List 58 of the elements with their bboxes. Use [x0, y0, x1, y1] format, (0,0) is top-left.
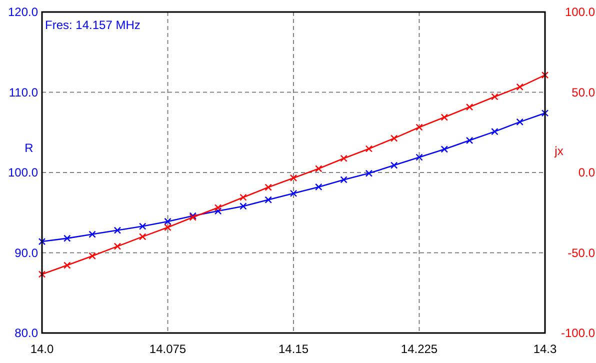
point	[440, 114, 448, 121]
point	[340, 176, 348, 184]
point	[440, 146, 448, 153]
point	[88, 230, 96, 238]
point	[390, 162, 398, 169]
x-tick-label: 14.075	[149, 342, 186, 356]
x-tick-label: 14.0	[30, 342, 54, 356]
y-tick-label: 80.0	[14, 326, 38, 340]
y2-tick-label: -50.0	[568, 246, 596, 260]
point	[491, 93, 498, 100]
y-tick-label: 90.0	[14, 246, 38, 260]
point	[466, 136, 474, 144]
point	[416, 154, 423, 161]
y-tick-label: 120.0	[8, 5, 38, 19]
y-tick-label: 110.0	[8, 85, 38, 100]
x-tick-label: 14.15	[278, 342, 309, 356]
point	[416, 124, 423, 131]
point	[264, 196, 272, 204]
x-tick-label: 14.3	[533, 342, 557, 356]
point	[88, 252, 96, 260]
point	[64, 234, 71, 242]
y2-axis-title: jx	[554, 144, 564, 158]
point	[214, 207, 222, 215]
point	[38, 270, 46, 278]
y2-tick-label: 0.0	[578, 166, 596, 180]
y2-tick-label: 100.0	[564, 5, 596, 19]
annotation: Fres: 14.157 MHz	[45, 18, 140, 32]
point	[240, 202, 247, 210]
y2-tick-label: -100.0	[560, 326, 596, 340]
point	[290, 190, 298, 197]
point	[139, 222, 146, 230]
point	[38, 238, 46, 246]
point	[114, 226, 122, 234]
point	[365, 170, 373, 177]
point	[164, 224, 172, 231]
x-tick-label: 14.225	[400, 342, 438, 356]
point	[541, 110, 549, 117]
point	[340, 154, 348, 162]
point	[491, 128, 498, 136]
point	[390, 134, 398, 142]
point	[365, 145, 373, 152]
point	[516, 83, 524, 91]
point	[214, 204, 222, 212]
point	[315, 165, 322, 172]
point	[114, 242, 122, 250]
point	[240, 194, 247, 201]
point	[139, 233, 146, 240]
point	[64, 262, 71, 269]
y-axis-title: R	[24, 141, 34, 155]
point	[164, 218, 172, 226]
point	[541, 71, 549, 79]
point	[466, 103, 474, 111]
point	[290, 174, 298, 182]
point	[516, 118, 524, 126]
point	[264, 184, 272, 191]
y-tick-label: 100.0	[8, 166, 38, 180]
y2-tick-label: 50.0	[572, 85, 596, 100]
point	[315, 183, 322, 191]
